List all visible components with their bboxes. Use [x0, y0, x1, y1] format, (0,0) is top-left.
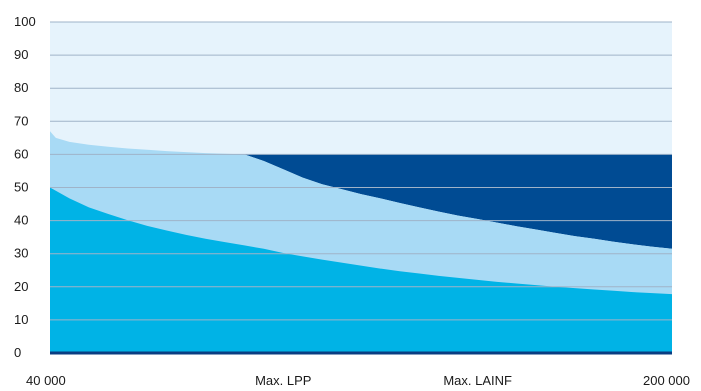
- y-tick-label: 50: [14, 180, 28, 195]
- y-tick-label: 20: [14, 279, 28, 294]
- y-tick-label: 70: [14, 113, 28, 128]
- series-2-area: [50, 187, 672, 353]
- y-tick-label: 80: [14, 80, 28, 95]
- y-tick-label: 60: [14, 146, 28, 161]
- y-tick-label: 40: [14, 213, 28, 228]
- x-tick-label: 200 000: [643, 373, 690, 388]
- y-tick-label: 10: [14, 312, 28, 327]
- y-tick-label: 0: [14, 345, 21, 360]
- x-tick-label: Max. LAINF: [443, 373, 512, 388]
- x-tick-label: 40 000: [26, 373, 66, 388]
- y-tick-label: 100: [14, 14, 36, 29]
- gridlines: [50, 21, 672, 321]
- series-1-area-upper: [50, 154, 672, 249]
- chart-series: [50, 131, 672, 353]
- y-tick-label: 30: [14, 246, 28, 261]
- y-tick-label: 90: [14, 47, 28, 62]
- x-tick-labels: 40 000 Max. LPP Max. LAINF 200 000: [26, 373, 690, 388]
- x-tick-label: Max. LPP: [255, 373, 311, 388]
- y-tick-labels: 0 10 20 30 40 50 60 70 80 90 100: [14, 14, 36, 360]
